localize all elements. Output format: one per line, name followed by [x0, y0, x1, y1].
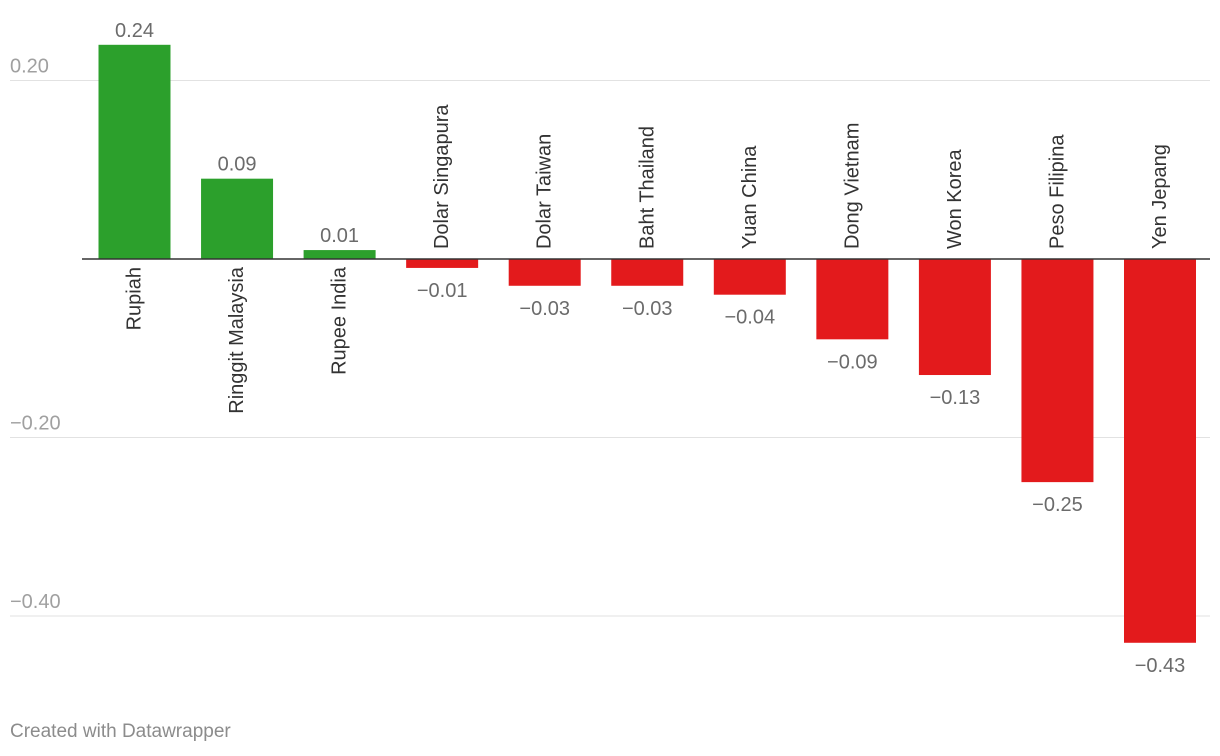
y-tick-label: 0.20 [10, 56, 49, 78]
bar [508, 259, 581, 286]
footer-credit: Created with Datawrapper [10, 721, 231, 742]
bar [406, 259, 479, 268]
bar-value-label: −0.25 [1032, 494, 1083, 516]
bar-value-label: −0.01 [417, 280, 468, 302]
category-label: Yuan China [739, 145, 761, 249]
bar [713, 259, 786, 295]
y-tick-label: −0.20 [10, 413, 61, 435]
category-label: Ringgit Malaysia [226, 266, 248, 414]
category-label: Baht Thailand [636, 126, 658, 249]
labels: 0.20 −0.20 −0.40 0.24 Rupiah 0.09 Ringgit Mala… [10, 20, 1185, 677]
bar-value-label: 0.01 [320, 225, 359, 247]
category-label: Peso Filipina [1046, 134, 1068, 249]
bars [98, 44, 1196, 643]
bar-value-label: −0.04 [724, 307, 775, 329]
bar [1021, 259, 1094, 483]
bar [1124, 259, 1196, 643]
y-tick-label: −0.40 [10, 591, 61, 613]
bar [98, 44, 171, 259]
bar [611, 259, 684, 286]
bar-value-label: −0.03 [622, 298, 673, 320]
bar-value-label: −0.09 [827, 351, 878, 373]
gridlines [10, 80, 1210, 617]
category-label: Rupee India [329, 266, 351, 375]
bar [918, 259, 991, 376]
category-label: Dong Vietnam [841, 123, 863, 249]
category-label: Dolar Taiwan [534, 134, 556, 249]
bar [816, 259, 889, 340]
bar-value-label: 0.09 [218, 154, 257, 176]
bar-chart: 0.20 −0.20 −0.40 0.24 Rupiah 0.09 Ringgit Mala… [10, 20, 1210, 677]
category-label: Rupiah [124, 267, 146, 330]
bar-value-label: −0.03 [519, 298, 570, 320]
category-label: Yen Jepang [1149, 144, 1171, 249]
category-label: Won Korea [944, 148, 966, 249]
bar [303, 250, 376, 259]
bar-value-label: 0.24 [115, 20, 154, 42]
bar [201, 178, 274, 259]
bar-value-label: −0.13 [930, 387, 981, 409]
category-label: Dolar Singapura [431, 104, 453, 249]
bar-value-label: −0.43 [1135, 655, 1186, 677]
